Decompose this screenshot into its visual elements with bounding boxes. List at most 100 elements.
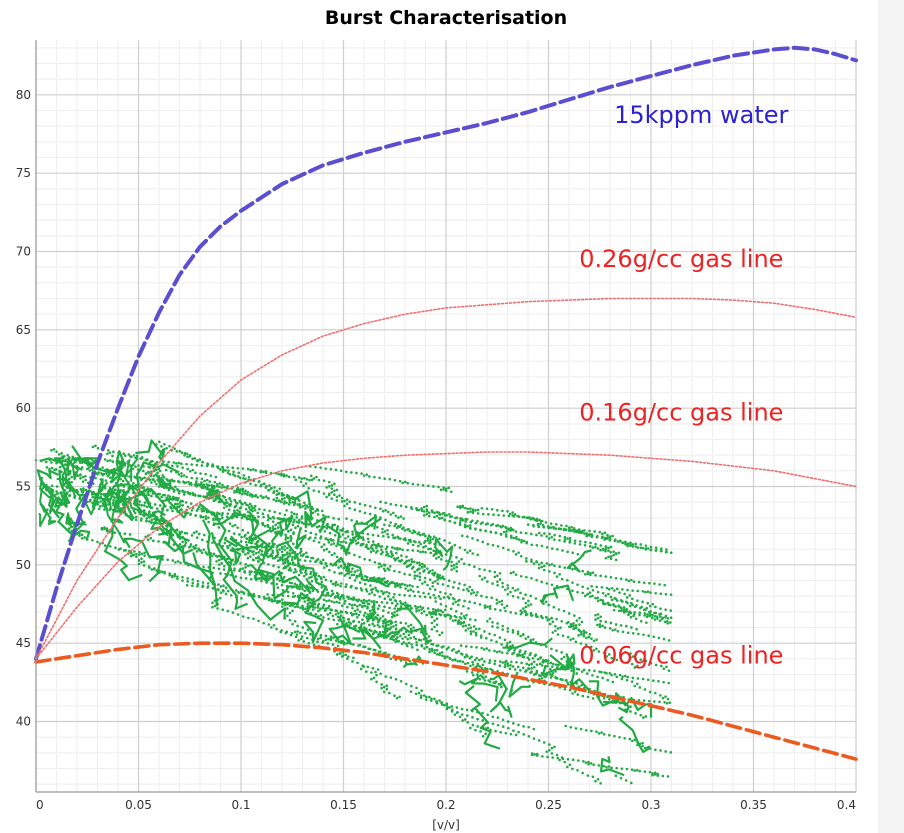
scatter-point <box>574 727 578 730</box>
scatter-point <box>513 668 517 671</box>
scatter-point <box>527 667 531 671</box>
scatter-point <box>241 550 245 554</box>
scatter-point <box>572 527 576 530</box>
scatter-point <box>370 544 374 547</box>
scatter-point <box>469 726 472 730</box>
scatter-point <box>591 588 595 592</box>
scatter-point <box>283 513 287 517</box>
scatter-point <box>591 571 595 575</box>
scatter-point <box>547 603 550 607</box>
scatter-point <box>455 706 459 709</box>
scatter-point <box>289 534 293 538</box>
scatter-point <box>272 527 275 531</box>
scatter-point <box>384 501 387 505</box>
scatter-point <box>327 541 331 544</box>
scatter-point <box>157 440 161 444</box>
scatter-track <box>41 504 57 526</box>
scatter-point <box>317 602 321 606</box>
scatter-point <box>277 565 280 569</box>
scatter-point <box>488 632 491 636</box>
scatter-point <box>372 618 376 621</box>
scatter-point <box>415 641 418 644</box>
scatter-point <box>498 578 502 581</box>
scatter-point <box>562 609 566 613</box>
scatter-point <box>428 695 431 699</box>
scatter-point <box>438 574 442 577</box>
scatter-point <box>211 601 214 605</box>
scatter-point <box>659 612 663 616</box>
scatter-point <box>185 462 188 466</box>
scatter-point <box>79 477 82 480</box>
scatter-point <box>345 502 349 506</box>
scatter-point <box>480 657 484 661</box>
scatter-point <box>517 723 520 727</box>
scatter-track <box>205 484 224 503</box>
scatter-point <box>272 516 276 520</box>
scatter-point <box>416 483 420 486</box>
scatter-point <box>306 628 310 632</box>
scatter-track <box>353 515 377 539</box>
scatter-point <box>286 536 290 540</box>
scatter-point <box>370 629 373 633</box>
scatter-point <box>352 612 356 616</box>
scatter-point <box>561 634 565 638</box>
scatter-point <box>581 694 585 698</box>
scatter-point <box>337 517 340 521</box>
scatter-point <box>501 725 505 728</box>
scatter-point <box>562 655 566 659</box>
scatter-point <box>67 527 71 530</box>
scatter-point <box>371 622 374 626</box>
scatter-point <box>376 613 380 617</box>
scatter-point <box>416 585 419 589</box>
scatter-point <box>200 551 204 555</box>
scatter-point <box>359 667 363 671</box>
scatter-point <box>465 613 468 617</box>
scatter-point <box>599 548 602 552</box>
scatter-point <box>532 562 536 565</box>
scatter-point <box>578 543 582 546</box>
scatter-point <box>291 563 295 566</box>
scatter-point <box>234 575 238 578</box>
scatter-point <box>594 574 597 577</box>
scatter-point <box>462 620 466 624</box>
scatter-point <box>390 612 394 615</box>
scatter-point <box>422 694 426 697</box>
scatter-point <box>475 656 479 660</box>
scatter-point <box>298 587 301 591</box>
scatter-point <box>394 628 398 631</box>
scatter-point <box>138 476 142 479</box>
scatter-point <box>519 634 522 638</box>
scatter-point <box>153 567 156 571</box>
scatter-point <box>663 700 666 704</box>
scatter-point <box>532 673 536 676</box>
scatter-point <box>147 566 151 569</box>
scatter-point <box>363 574 367 578</box>
scatter-point <box>394 551 398 555</box>
scatter-point <box>343 499 346 503</box>
scatter-point <box>89 498 92 502</box>
scatter-point <box>223 485 226 489</box>
scatter-point <box>190 534 194 537</box>
scatter-point <box>493 659 497 663</box>
scatter-point <box>324 638 328 641</box>
scatter-point <box>614 576 618 580</box>
scatter-point <box>257 560 260 563</box>
scatter-point <box>522 655 526 659</box>
scatter-point <box>616 540 620 543</box>
scatter-point <box>625 678 629 682</box>
scatter-point <box>445 703 448 707</box>
scatter-point <box>493 575 497 579</box>
scatter-point <box>464 645 468 648</box>
x-tick-label: 0 <box>36 798 44 812</box>
scatter-point <box>438 537 441 541</box>
scatter-point <box>638 686 642 689</box>
scatter-point <box>542 741 546 744</box>
scatter-point <box>268 547 272 551</box>
scatter-point <box>233 498 237 502</box>
scatter-point <box>435 700 438 703</box>
scatter-point <box>344 537 347 540</box>
scatter-point <box>224 592 228 596</box>
scatter-point <box>474 618 477 622</box>
scatter-point <box>602 548 605 552</box>
scatter-point <box>244 553 247 556</box>
